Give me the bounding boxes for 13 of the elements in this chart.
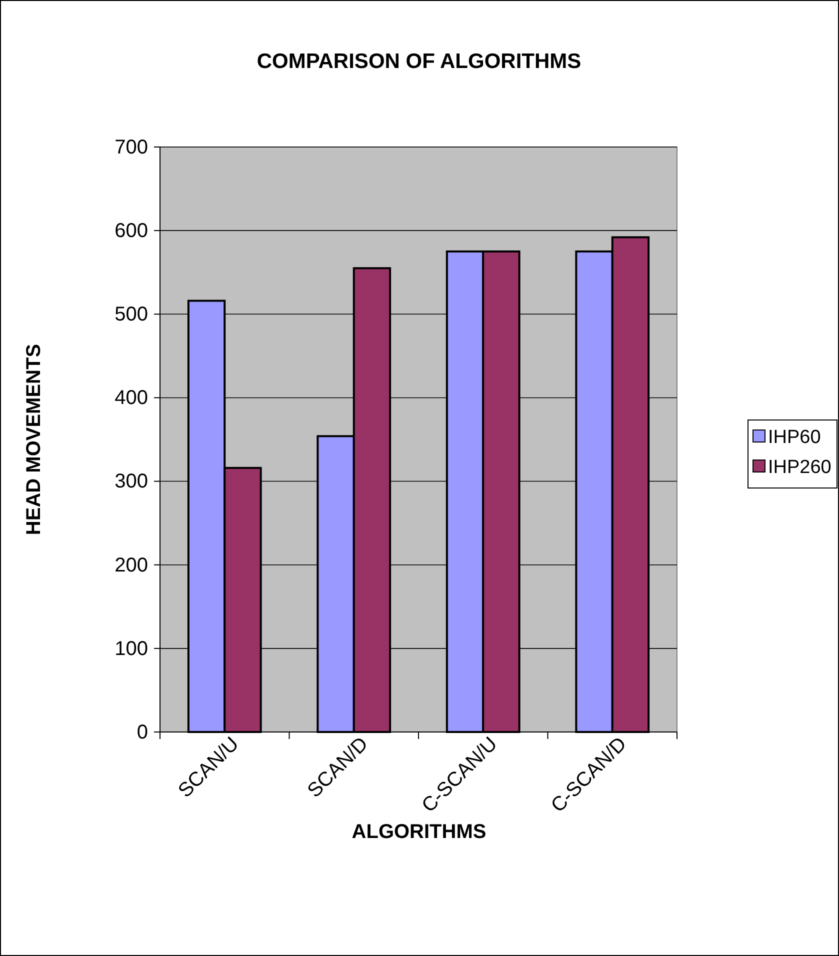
y-axis-title: HEAD MOVEMENTS — [23, 344, 45, 536]
y-tick-label: 300 — [114, 470, 148, 493]
y-tick-label: 700 — [114, 136, 148, 158]
y-tick-label: 400 — [114, 387, 148, 410]
y-tick-label: 0 — [136, 721, 148, 744]
y-tick-label: 100 — [114, 638, 148, 660]
y-tick-label: 200 — [114, 554, 148, 576]
x-axis-title: ALGORITHMS — [352, 821, 486, 843]
y-tick-label: 600 — [114, 220, 148, 242]
chart-title: COMPARISON OF ALGORITHMS — [256, 50, 582, 73]
y-tick-label: 500 — [114, 304, 148, 326]
legend-label: IHP260 — [768, 457, 832, 478]
legend-label: IHP60 — [768, 427, 821, 448]
